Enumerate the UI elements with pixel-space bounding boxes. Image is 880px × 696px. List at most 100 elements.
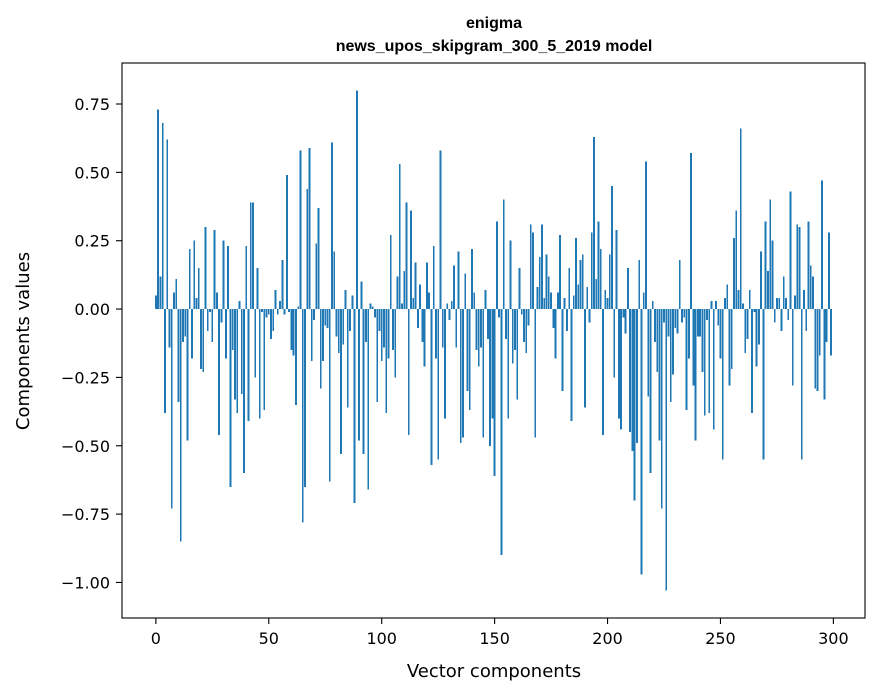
bar [299,150,302,310]
bar [563,298,566,310]
bar [507,309,510,419]
bar [827,232,830,310]
bar [719,309,722,359]
bar [459,309,462,444]
bar [656,309,659,372]
bar [825,309,828,342]
bar [816,309,819,392]
bar [202,309,205,372]
bar [234,309,236,400]
bar [435,309,437,359]
bar [744,309,747,353]
bar [328,309,331,482]
bar [514,309,516,351]
bar [188,248,191,310]
bar [231,309,234,351]
bar [315,243,318,310]
bar [389,235,392,310]
bar [805,309,808,331]
bar [581,254,584,310]
x-tick-label: 50 [259,629,279,648]
bar [292,309,295,356]
bar [480,309,482,348]
bar [593,136,595,310]
bar [821,180,823,310]
bar [281,259,284,310]
bar [597,221,600,310]
bar [355,90,358,310]
y-tick-label: −1.00 [61,573,110,592]
bar [633,309,636,501]
bar [658,309,661,441]
bar [367,309,370,490]
bar [694,309,697,441]
bar [486,309,489,340]
bar [518,268,521,310]
bar [168,309,171,348]
bar [692,309,695,386]
bar [175,278,178,310]
bar [191,309,193,359]
bar [807,221,810,310]
bar [667,309,670,337]
bar [322,309,324,362]
bar [376,309,379,403]
bar [541,224,543,310]
bar [520,309,523,315]
bar [757,309,760,345]
bar [283,309,286,315]
y-tick-label: 0.75 [74,95,110,114]
bar [403,270,406,310]
bar [710,300,713,310]
bar [468,309,471,411]
bar [776,298,778,310]
bar [258,309,261,419]
bar [527,309,530,326]
bar [331,142,333,310]
bar [206,309,209,331]
bar [446,303,449,310]
bar [197,268,200,310]
bar [823,309,826,400]
bar [450,300,453,310]
bar [249,202,252,310]
bar [378,309,381,331]
bar [419,284,422,310]
bar [654,309,656,342]
bar [532,232,534,310]
x-axis: 0 50 100 150 200 250 300 [151,618,849,648]
bar [220,309,223,323]
bar [511,309,514,364]
bar [525,309,528,353]
bar [448,309,451,320]
bar [751,309,753,413]
bar [622,309,625,318]
bar [545,254,548,310]
bar [687,309,690,359]
bar [701,309,704,372]
x-tick-label: 300 [818,629,849,648]
bar [276,309,279,315]
bar [785,298,787,310]
bar [550,292,552,310]
bar [279,300,281,310]
bar [681,309,683,323]
bar [337,309,340,353]
bar [179,309,182,542]
bar [252,202,254,310]
bar [726,284,729,310]
bar [240,309,243,394]
bar [505,309,507,340]
bar [604,289,607,310]
bar [638,259,641,310]
bar [584,309,586,408]
x-tick-label: 150 [479,629,510,648]
bar [365,309,367,342]
bar [602,309,604,435]
bar [491,309,494,419]
bar [636,309,638,444]
bar [215,292,218,310]
bar [665,309,668,591]
bar [735,210,738,310]
